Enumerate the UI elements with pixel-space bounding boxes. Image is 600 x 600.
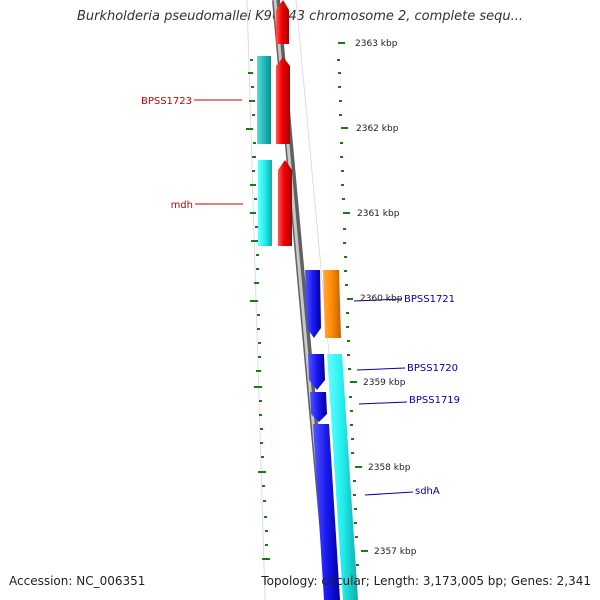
scale-label-2359: 2359 kbp <box>363 378 406 388</box>
leader-line-bpss1721 <box>353 298 403 302</box>
scale-label-2361: 2361 kbp <box>357 209 400 219</box>
gene-block-cyan-lower[interactable] <box>327 354 358 600</box>
scale-label-2358: 2358 kbp <box>368 463 411 473</box>
gene-arrow-bpss1720[interactable] <box>308 354 325 390</box>
leader-line-bpss1720 <box>356 367 406 371</box>
gene-block-cyan-upper[interactable] <box>258 160 272 246</box>
scale-label-2360: 2360 kbp <box>360 294 403 304</box>
gene-label-mdh[interactable]: mdh <box>171 200 193 211</box>
gene-arrow-bpss1721[interactable] <box>305 270 321 338</box>
gene-label-bpss1721[interactable]: BPSS1721 <box>404 294 455 305</box>
gene-label-bpss1723[interactable]: BPSS1723 <box>141 96 192 107</box>
map-title: Burkholderia pseudomallei K96243 chromos… <box>76 9 524 24</box>
gene-arrow-mdh[interactable] <box>278 160 292 246</box>
gene-block-teal-upper[interactable] <box>257 56 271 144</box>
right-ticks <box>337 42 368 566</box>
scale-label-2357: 2357 kbp <box>374 547 417 557</box>
accession-text: Accession: NC_006351 <box>9 574 146 588</box>
gene-block-orange[interactable] <box>323 270 341 338</box>
leader-line-sdha <box>364 491 414 496</box>
scale-label-2362: 2362 kbp <box>356 124 399 134</box>
genome-summary-text: Topology: circular; Length: 3,173,005 bp… <box>261 574 591 588</box>
left-ticks <box>246 59 270 560</box>
scale-label-2363: 2363 kbp <box>355 39 398 49</box>
gene-arrow-bpss1723[interactable] <box>276 57 290 144</box>
gene-label-bpss1719[interactable]: BPSS1719 <box>409 395 460 406</box>
gene-arrow-bpss1719[interactable] <box>310 392 327 422</box>
gene-label-sdha[interactable]: sdhA <box>415 486 440 497</box>
gene-arrow-sdha[interactable] <box>313 424 340 600</box>
leader-line-bpss1719 <box>358 401 408 405</box>
gene-arrow-red-top[interactable] <box>276 0 289 44</box>
gene-label-bpss1720[interactable]: BPSS1720 <box>407 363 458 374</box>
